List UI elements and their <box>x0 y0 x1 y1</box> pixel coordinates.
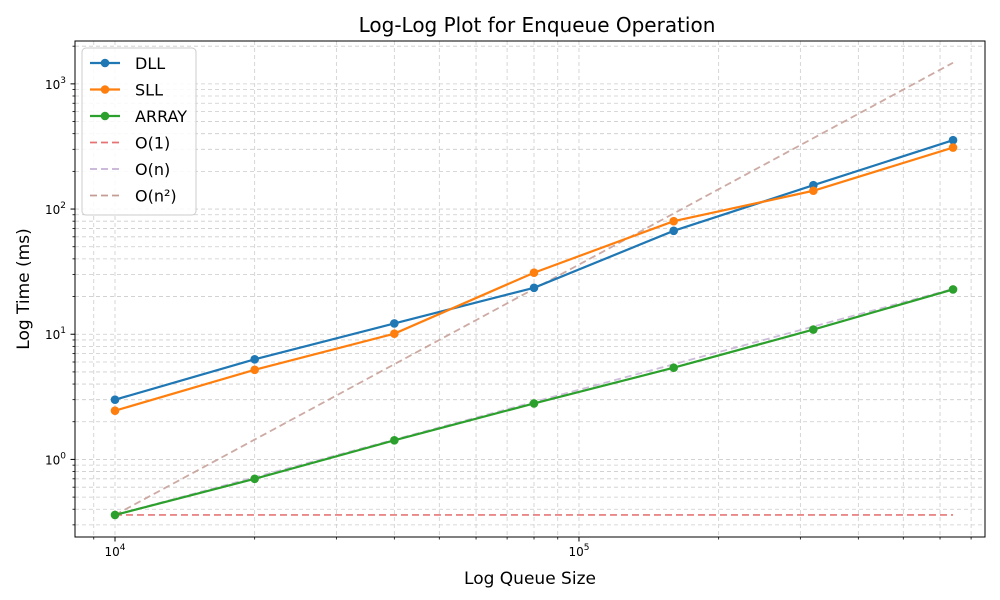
x-tick-label: 105 <box>568 543 589 559</box>
legend-marker-array <box>100 111 110 121</box>
y-axis-label: Log Time (ms) <box>14 228 34 349</box>
data-point-dll <box>250 355 259 364</box>
legend-label-o-1: O(1) <box>135 134 170 153</box>
data-point-sll <box>529 268 539 278</box>
x-tick-label: 104 <box>104 543 125 559</box>
data-point-sll <box>669 216 678 226</box>
data-point-array <box>948 285 958 294</box>
series-layer <box>110 61 958 520</box>
legend-label-o-n: O(n²) <box>135 187 177 206</box>
data-point-array <box>529 399 539 408</box>
grid <box>75 41 985 537</box>
legend-label-o-n: O(n) <box>135 160 170 179</box>
legend-marker-dll <box>100 58 110 68</box>
legend-label-sll: SLL <box>135 81 163 100</box>
data-point-array <box>110 510 120 520</box>
data-point-sll <box>110 406 120 415</box>
legend: DLL SLL ARRAY O(1) O(n) O(n²) <box>81 47 197 216</box>
y-tick-label: 100 <box>45 451 66 467</box>
plot-frame <box>74 40 986 538</box>
legend-label-array: ARRAY <box>135 107 187 126</box>
y-axis-ticks: 100 101 102 103 <box>45 45 75 526</box>
data-point-dll <box>110 395 120 404</box>
data-point-dll <box>948 135 958 145</box>
data-point-sll <box>250 365 259 375</box>
data-point-dll <box>390 319 399 328</box>
data-point-dll <box>529 283 539 293</box>
legend-marker-sll <box>100 85 110 94</box>
legend-label-dll: DLL <box>135 54 165 73</box>
x-axis-ticks: 104 105 <box>93 537 972 559</box>
data-point-array <box>809 325 818 334</box>
data-point-array <box>669 363 678 373</box>
y-tick-label: 103 <box>45 76 66 92</box>
chart-title: Log-Log Plot for Enqueue Operation <box>359 13 716 37</box>
data-point-array <box>390 436 399 445</box>
y-tick-label: 102 <box>45 201 66 217</box>
data-point-sll <box>809 186 818 196</box>
data-point-sll <box>948 143 958 152</box>
data-point-array <box>250 474 259 484</box>
data-point-sll <box>390 329 399 338</box>
data-point-dll <box>669 226 678 236</box>
y-tick-label: 101 <box>45 326 66 342</box>
x-axis-label: Log Queue Size <box>464 569 596 589</box>
